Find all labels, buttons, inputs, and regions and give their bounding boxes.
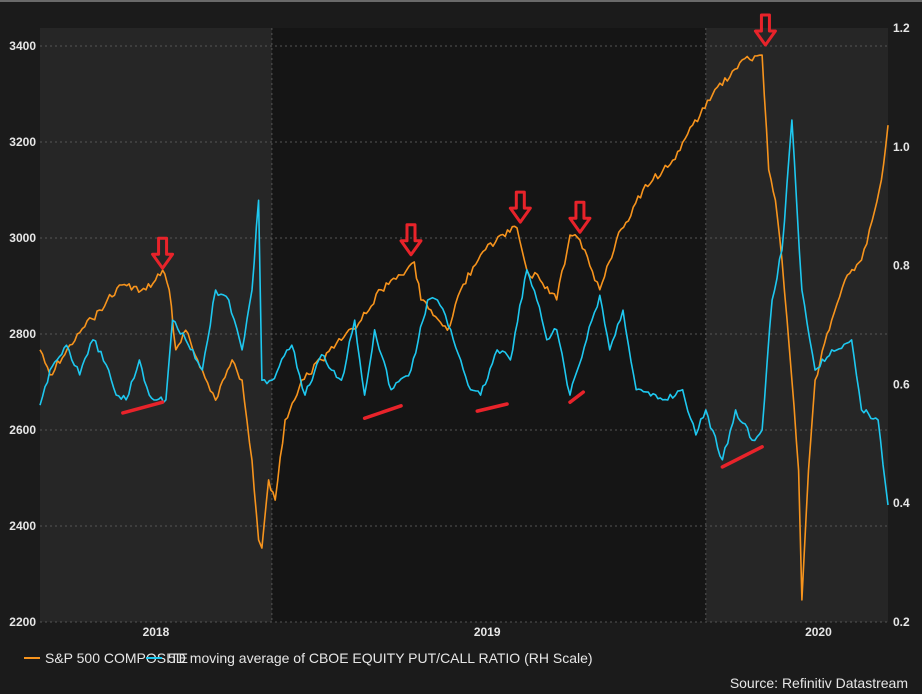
left-tick-label: 2800 [9, 327, 36, 341]
right-tick-label: 0.8 [893, 259, 910, 273]
red-down-arrow-icon [753, 13, 777, 47]
putcall-ratio-line [39, 119, 889, 506]
left-axis: 2200 2400 2600 2800 3000 3200 3400 [9, 39, 36, 629]
series-lines [39, 54, 889, 601]
shaded-period [705, 28, 888, 622]
right-tick-label: 1.2 [893, 21, 910, 35]
top-border [0, 0, 922, 2]
red-down-arrow-icon [568, 200, 592, 234]
red-trend-line [568, 390, 585, 404]
red-down-arrow-icon [151, 236, 175, 270]
right-tick-label: 0.2 [893, 615, 910, 629]
x-tick-label: 2020 [805, 625, 832, 639]
left-tick-label: 2200 [9, 615, 36, 629]
x-axis: 2018 2019 2020 [143, 625, 833, 639]
sp500-line [39, 54, 889, 601]
right-axis: 0.2 0.4 0.6 0.8 1.0 1.2 [893, 21, 910, 629]
right-tick-label: 1.0 [893, 140, 910, 154]
left-tick-label: 2600 [9, 423, 36, 437]
right-tick-label: 0.6 [893, 377, 910, 391]
legend: S&P 500 COMPOSITE 5D moving average of C… [24, 650, 593, 666]
left-tick-label: 3000 [9, 231, 36, 245]
x-tick-label: 2019 [474, 625, 501, 639]
right-tick-label: 0.4 [893, 496, 910, 510]
shaded-period [40, 28, 272, 622]
legend-label-putcall: 5D moving average of CBOE EQUITY PUT/CAL… [168, 650, 593, 666]
red-down-arrow-icon [508, 190, 532, 224]
red-trend-line [121, 400, 165, 415]
legend-label-sp500: S&P 500 COMPOSITE [45, 650, 188, 666]
red-down-arrow-icon [399, 223, 423, 257]
red-trend-line [475, 402, 509, 413]
x-tick-label: 2018 [143, 625, 170, 639]
source-note: Source: Refinitiv Datastream [730, 675, 908, 691]
annotations [121, 13, 777, 469]
gridlines [40, 28, 888, 623]
shaded-periods [40, 28, 888, 622]
left-tick-label: 3200 [9, 135, 36, 149]
left-tick-label: 3400 [9, 39, 36, 53]
red-trend-line [362, 404, 403, 421]
left-tick-label: 2400 [9, 519, 36, 533]
red-trend-line [720, 445, 764, 469]
